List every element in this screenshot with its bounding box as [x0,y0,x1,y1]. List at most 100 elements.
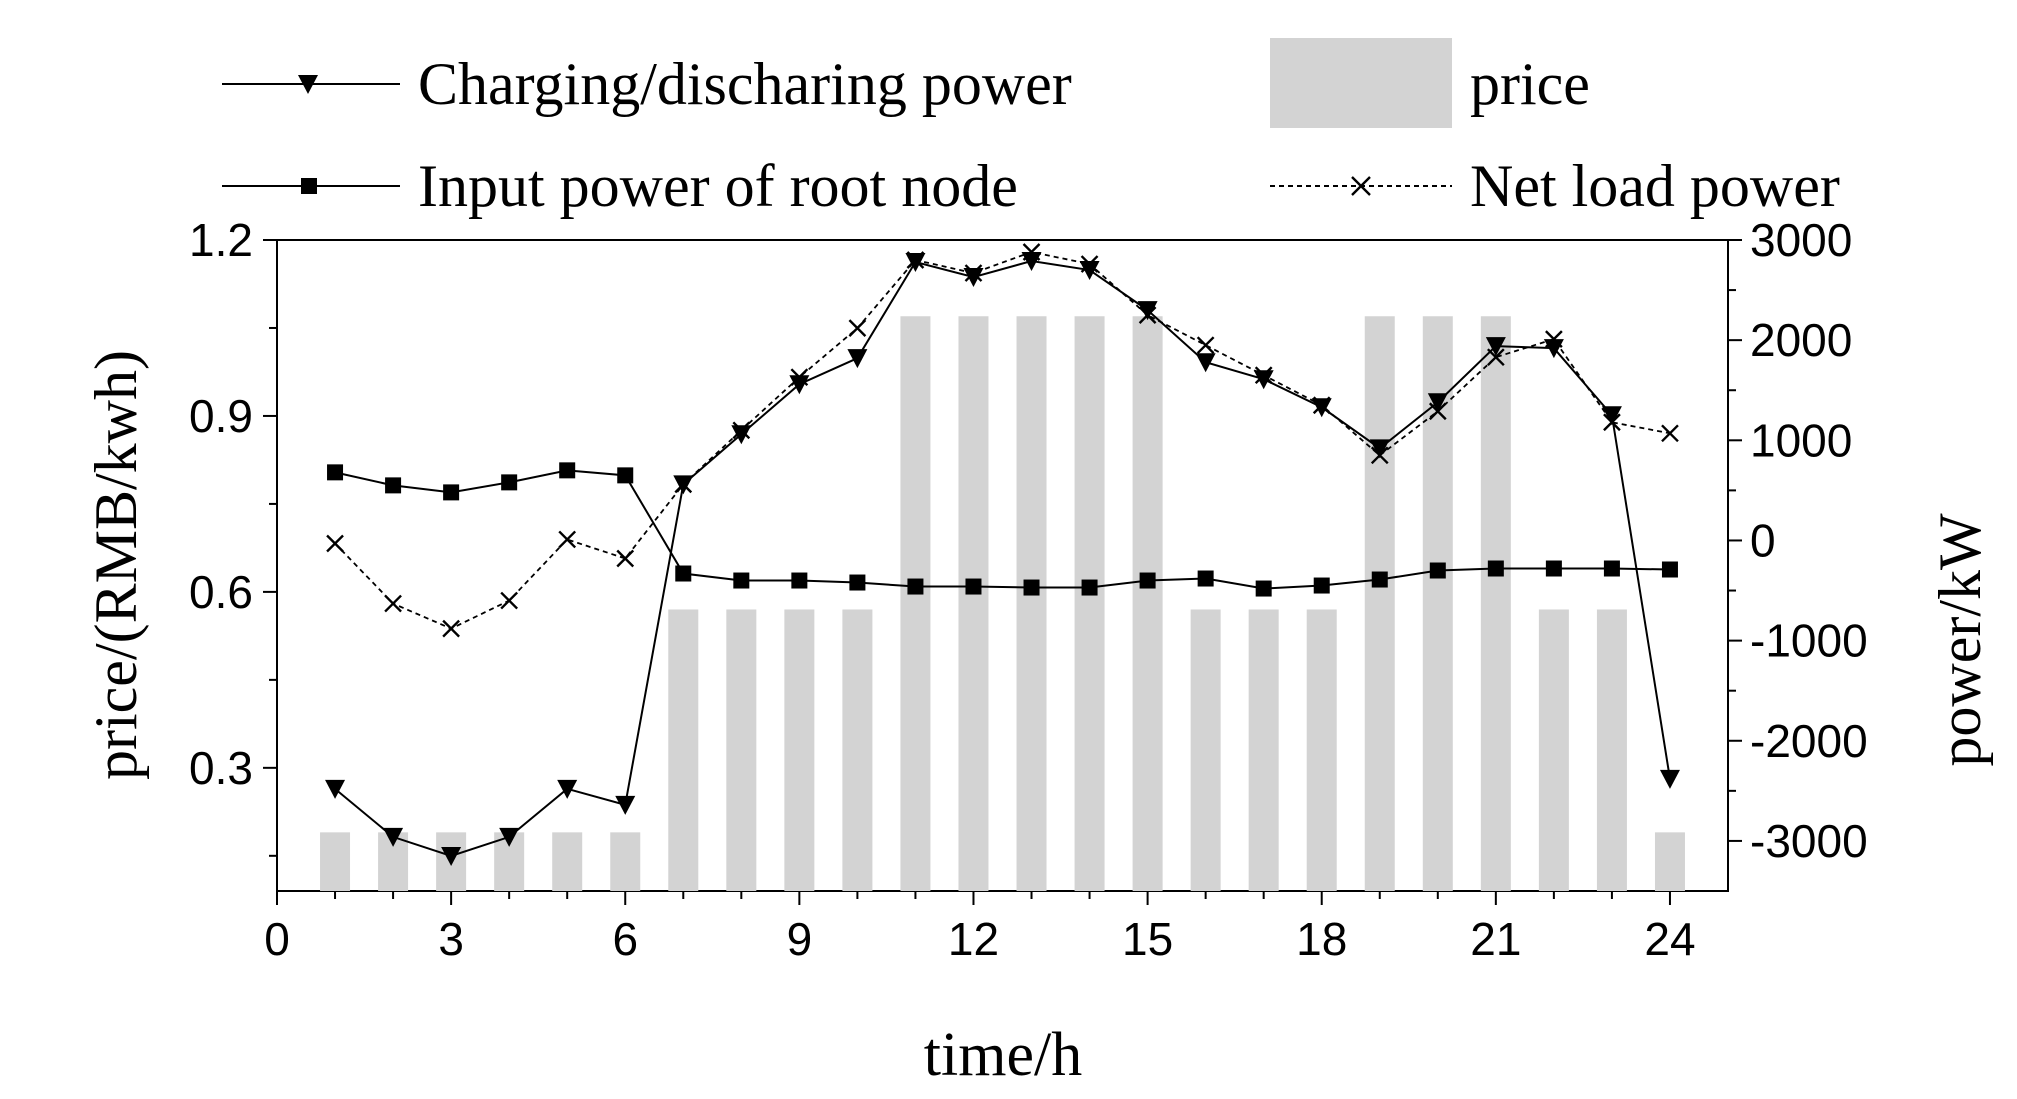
charging-point [1369,439,1390,459]
charging-point [1485,337,1506,357]
price-bar [1248,609,1279,891]
x-tick-label: 24 [1644,913,1695,965]
charging-point [1659,769,1680,789]
y-right-tick-label: 1000 [1750,414,1852,466]
net-load-line [334,251,1671,630]
price-bar [1538,609,1569,891]
charging-point [789,375,810,395]
y-right-tick-label: -3000 [1750,815,1868,867]
price-bar [1480,316,1511,891]
charging-point [499,827,520,847]
net-load-point [442,619,460,638]
y-right-axis-title: power/kW [1927,513,1993,767]
input-power-point [1487,560,1504,577]
x-tick-label: 12 [948,913,999,965]
charging-point [1601,406,1622,426]
legend-charging-marker [298,75,318,94]
y-left-axis-ticks: 0.3 0.6 0.9 1.2 [189,214,277,857]
net-load-point [1428,402,1447,421]
price-bar [784,609,815,891]
y-right-tick-label: 0 [1750,514,1776,566]
charging-point [731,425,752,445]
input-power-point [1545,560,1562,577]
charging-point [615,795,636,815]
input-power-point [1139,572,1156,589]
price-bar [320,832,351,891]
price-bar [1190,609,1221,891]
x-tick-label: 18 [1296,913,1347,965]
input-power-point [675,565,692,582]
input-power-point [559,462,576,479]
price-bar [842,609,873,891]
price-bar [900,316,931,891]
charging-point [383,827,404,847]
net-load-point [732,421,751,440]
x-axis-ticks: 0 3 6 9 12 15 18 21 24 [264,891,1696,965]
input-power-point [1661,561,1678,578]
y-left-tick-label: 0.6 [189,566,253,618]
price-bar [668,609,699,891]
input-power-point [617,467,634,484]
y-right-axis-ticks: 3000 2000 1000 0 -1000 -2000 -3000 [1728,214,1868,867]
net-load-point [1545,330,1563,349]
input-power-point [501,474,518,491]
charging-line [334,260,1671,857]
y-right-tick-label: 2000 [1750,314,1852,366]
price-bar [1016,316,1047,891]
legend-input-label: Input power of root node [418,153,1018,219]
charging-point [557,779,578,799]
input-power-point [1371,571,1388,588]
price-bar [1654,832,1685,891]
input-power-point [965,578,982,595]
net-load-point [384,594,402,613]
power-lines [325,243,1680,866]
plot-frame [276,239,1729,892]
charging-point [1253,370,1274,390]
net-load-point [1486,348,1505,367]
plot-area: 0 3 6 9 12 15 18 21 24 0.3 0.6 0.9 1.2 3000 2000 1000… [189,214,1868,965]
input-power-point [1197,570,1214,587]
net-load-point [848,319,867,337]
net-load-point [906,251,925,269]
net-load-point [558,530,577,549]
x-tick-label: 9 [787,913,813,965]
price-bar [552,832,583,891]
net-load-point [964,264,983,282]
x-axis-title: time/h [924,1021,1082,1089]
input-power-point [1081,579,1098,596]
price-bar [1132,316,1163,891]
input-power-point [443,484,460,501]
input-power-point [907,578,924,595]
net-load-point [1254,366,1273,385]
net-load-point [326,534,344,553]
input-power-point [1023,579,1040,596]
charging-point [847,349,868,369]
legend-price-label: price [1470,51,1590,117]
y-left-tick-label: 0.9 [189,390,253,442]
legend-price-swatch [1270,38,1452,128]
x-tick-label: 3 [438,913,464,965]
net-load-point [790,368,809,387]
net-load-point [1022,243,1041,261]
input-power-point [1603,560,1620,577]
price-bar [958,316,989,891]
y-left-tick-label: 0.3 [189,742,253,794]
x-tick-label: 15 [1122,913,1173,965]
net-load-point [674,475,693,494]
y-left-tick-label: 1.2 [189,214,253,266]
x-tick-label: 0 [264,913,290,965]
price-bar [1364,316,1395,891]
net-load-point [1312,396,1331,415]
y-right-tick-label: -1000 [1750,615,1868,667]
net-load-point [1080,255,1099,273]
net-load-point [1196,336,1215,355]
legend: Charging/discharing power price Input po… [222,38,1840,219]
price-bar [1306,609,1337,891]
net-load-point [616,549,635,568]
input-power-point [791,572,808,589]
net-load-point [1603,413,1621,432]
net-load-point [1370,446,1389,465]
y-right-tick-label: 3000 [1750,214,1852,266]
price-bar [1074,316,1105,891]
